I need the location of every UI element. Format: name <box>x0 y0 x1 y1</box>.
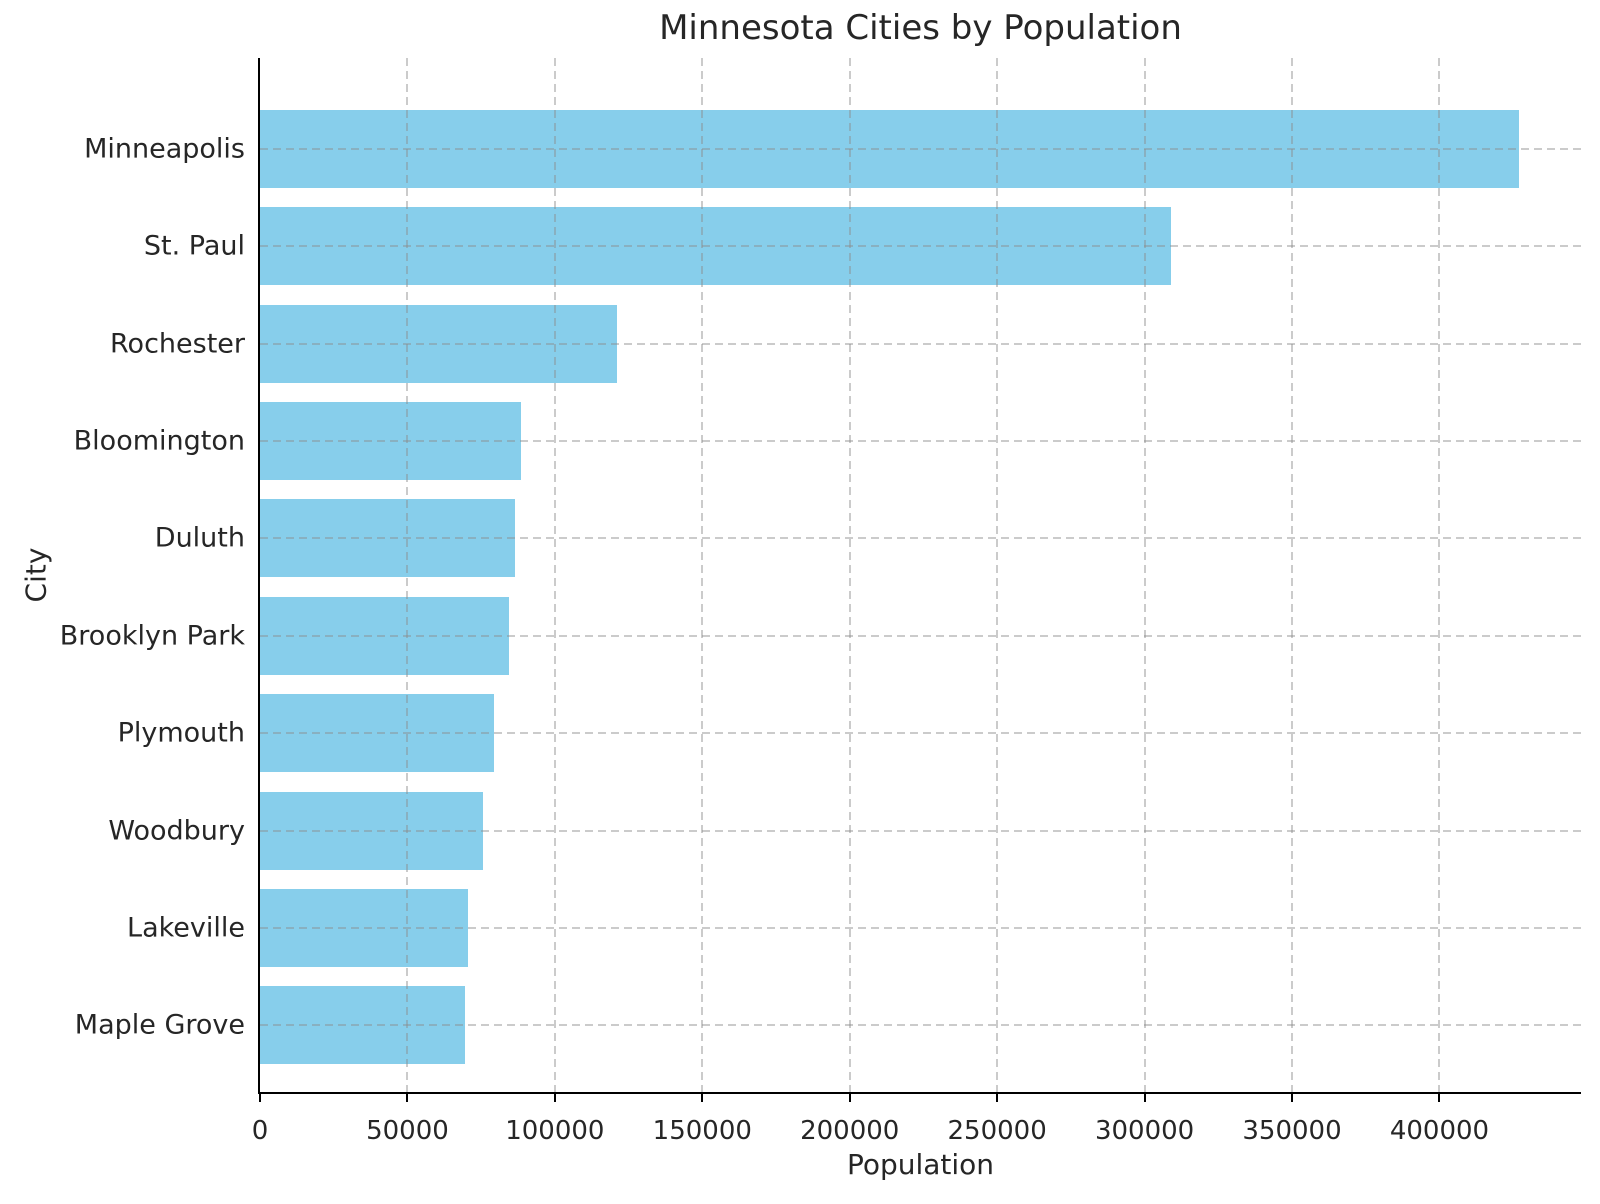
x-tick-label-50000: 50000 <box>366 1116 449 1146</box>
x-gridline-400000 <box>1438 58 1441 1092</box>
x-tick-mark-400000 <box>1438 1092 1441 1102</box>
bar-rochester <box>260 304 617 383</box>
y-tick-label-rochester: Rochester <box>110 328 245 359</box>
y-tick-label-minneapolis: Minneapolis <box>84 133 245 165</box>
bar-minneapolis <box>260 109 1520 188</box>
x-tick-mark-250000 <box>996 1092 999 1102</box>
x-tick-label-400000: 400000 <box>1389 1116 1490 1146</box>
bar-brooklyn-park <box>260 596 510 675</box>
x-axis-label: Population <box>846 1148 995 1181</box>
y-gridline-woodbury <box>260 829 1581 832</box>
y-gridline-lakeville <box>260 926 1581 929</box>
x-tick-mark-350000 <box>1291 1092 1294 1102</box>
x-tick-label-200000: 200000 <box>800 1116 900 1146</box>
x-axis-spine <box>258 1092 1581 1094</box>
bar-woodbury <box>260 791 483 870</box>
x-gridline-150000 <box>701 58 704 1092</box>
x-tick-label-250000: 250000 <box>947 1116 1047 1146</box>
y-axis-label: City <box>19 547 53 603</box>
bar-duluth <box>260 499 516 578</box>
x-tick-mark-150000 <box>701 1092 704 1102</box>
x-gridline-300000 <box>1143 58 1146 1092</box>
y-gridline-rochester <box>260 342 1581 345</box>
x-tick-label-0: 0 <box>251 1116 269 1146</box>
y-gridline-bloomington <box>260 439 1581 442</box>
y-tick-label-maple-grove: Maple Grove <box>74 1009 245 1041</box>
y-tick-label-lakeville: Lakeville <box>127 912 245 944</box>
x-tick-mark-50000 <box>406 1092 409 1102</box>
x-gridline-250000 <box>996 58 999 1092</box>
y-axis-spine <box>258 58 260 1094</box>
y-tick-label-bloomington: Bloomington <box>73 425 245 457</box>
y-gridline-st-paul <box>260 245 1581 248</box>
x-gridline-200000 <box>848 58 851 1092</box>
y-tick-label-st-paul: St. Paul <box>143 230 245 262</box>
x-tick-label-300000: 300000 <box>1094 1116 1195 1146</box>
x-tick-label-150000: 150000 <box>652 1116 752 1146</box>
y-tick-label-brooklyn-park: Brooklyn Park <box>59 620 245 652</box>
x-tick-mark-100000 <box>553 1092 556 1102</box>
y-gridline-minneapolis <box>260 147 1581 150</box>
x-tick-label-350000: 350000 <box>1242 1116 1342 1146</box>
bar-bloomington <box>260 401 521 480</box>
y-gridline-maple-grove <box>260 1024 1581 1027</box>
bar-maple-grove <box>260 986 465 1065</box>
x-gridline-350000 <box>1291 58 1294 1092</box>
y-tick-label-plymouth: Plymouth <box>117 717 245 749</box>
y-gridline-plymouth <box>260 732 1581 735</box>
x-gridline-100000 <box>553 58 556 1092</box>
x-tick-mark-200000 <box>848 1092 851 1102</box>
bar-lakeville <box>260 888 468 967</box>
y-tick-label-duluth: Duluth <box>154 522 245 554</box>
x-gridline-50000 <box>406 58 409 1092</box>
x-tick-mark-0 <box>259 1092 261 1102</box>
bar-plymouth <box>260 694 495 773</box>
plot-area <box>260 58 1581 1092</box>
y-tick-label-woodbury: Woodbury <box>108 815 245 846</box>
chart-title: Minnesota Cities by Population <box>659 8 1182 48</box>
y-gridline-duluth <box>260 537 1581 540</box>
y-gridline-brooklyn-park <box>260 634 1581 637</box>
bar-st-paul <box>260 207 1172 286</box>
x-tick-label-100000: 100000 <box>505 1116 605 1146</box>
x-tick-mark-300000 <box>1143 1092 1146 1102</box>
